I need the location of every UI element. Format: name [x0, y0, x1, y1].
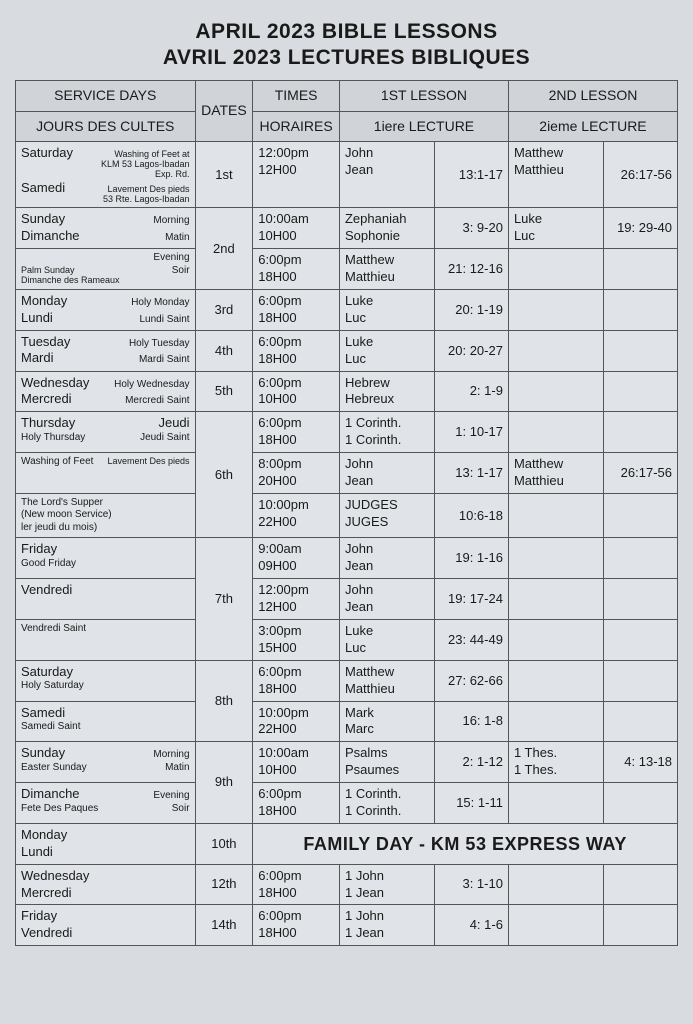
- title-fr: AVRIL 2023 LECTURES BIBLIQUES: [15, 46, 678, 70]
- table-row: DimancheEvening Fete Des PaquesSoir 6:00…: [16, 783, 678, 824]
- table-row: TuesdayHoly Tuesday MardiMardi Saint 4th…: [16, 330, 678, 371]
- table-row: WednesdayMercredi 12th 6:00pm18H00 1 Joh…: [16, 864, 678, 905]
- lessons-table: SERVICE DAYS DATES TIMES 1ST LESSON 2ND …: [15, 80, 678, 946]
- table-row: Evening Palm SundayDimanche des RameauxS…: [16, 249, 678, 290]
- table-row: SundayMorning Easter SundayMatin 9th 10:…: [16, 742, 678, 783]
- th-dates: DATES: [195, 81, 253, 142]
- table-row: The Lord's Supper (New moon Service) ler…: [16, 493, 678, 538]
- th-lesson1-fr: 1iere LECTURE: [339, 111, 508, 142]
- table-row: Vendredi 12:00pm12H00 JohnJean 19: 17-24: [16, 579, 678, 620]
- table-row: Saturday Holy Saturday 8th 6:00pm18H00 M…: [16, 660, 678, 701]
- table-row: Friday Good Friday 7th 9:00am09H00 JohnJ…: [16, 538, 678, 579]
- table-row: Samedi Samedi Saint 10:00pm22H00 MarkMar…: [16, 701, 678, 742]
- table-row: WednesdayHoly Wednesday MercrediMercredi…: [16, 371, 678, 412]
- table-row: SaturdayWashing of Feet at KLM 53 Lagos-…: [16, 142, 678, 208]
- th-times-en: TIMES: [253, 81, 340, 112]
- table-row: Washing of FeetLavement Des pieds 8:00pm…: [16, 453, 678, 494]
- th-service-en: SERVICE DAYS: [16, 81, 196, 112]
- table-row: ThursdayJeudi Holy ThursdayJeudi Saint 6…: [16, 412, 678, 453]
- th-lesson2-en: 2ND LESSON: [508, 81, 677, 112]
- table-row: Vendredi Saint 3:00pm15H00 LukeLuc 23: 4…: [16, 619, 678, 660]
- table-row: MondayLundi 10th FAMILY DAY - KM 53 EXPR…: [16, 823, 678, 864]
- table-row: SundayMorning DimancheMatin 2nd 10:00am1…: [16, 208, 678, 249]
- table-row: FridayVendredi 14th 6:00pm18H00 1 John1 …: [16, 905, 678, 946]
- th-service-fr: JOURS DES CULTES: [16, 111, 196, 142]
- title-en: APRIL 2023 BIBLE LESSONS: [15, 20, 678, 44]
- th-lesson2-fr: 2ieme LECTURE: [508, 111, 677, 142]
- table-row: MondayHoly Monday LundiLundi Saint 3rd 6…: [16, 290, 678, 331]
- th-times-fr: HORAIRES: [253, 111, 340, 142]
- family-day-banner: FAMILY DAY - KM 53 EXPRESS WAY: [253, 823, 678, 864]
- th-lesson1-en: 1ST LESSON: [339, 81, 508, 112]
